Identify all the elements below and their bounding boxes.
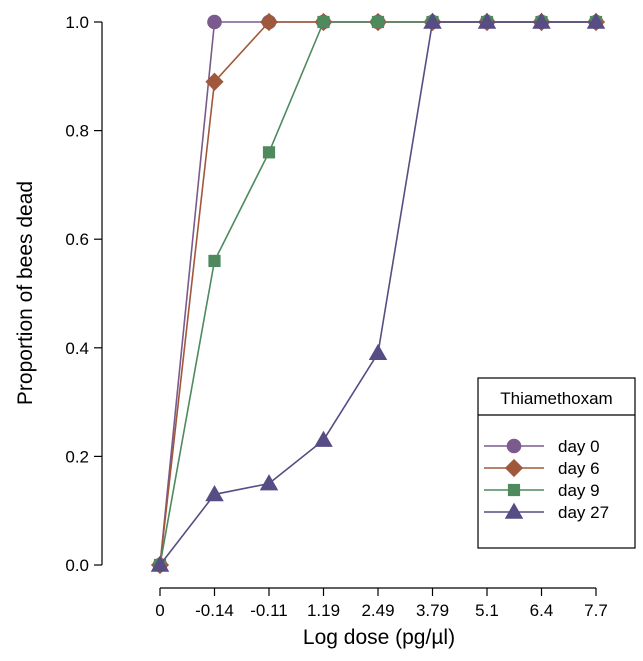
legend-title: Thiamethoxam	[500, 389, 612, 408]
x-axis-label: Log dose (pg/µl)	[303, 626, 455, 649]
legend-marker-day-9	[507, 483, 521, 497]
x-tick-label: -0.11	[250, 601, 288, 620]
legend-label-day-9: day 9	[558, 481, 600, 500]
legend-label-day-27: day 27	[558, 503, 609, 522]
x-tick-label: -0.14	[195, 601, 234, 620]
y-tick-label: 0.0	[65, 556, 89, 575]
series-layer	[150, 12, 606, 575]
y-tick-label: 0.2	[65, 447, 89, 466]
data-point-day-27	[205, 485, 224, 502]
x-tick-label: 6.4	[530, 601, 554, 620]
x-tick-label: 1.19	[307, 601, 340, 620]
legend-marker-day-6	[504, 458, 524, 478]
x-tick-label: 7.7	[584, 601, 608, 620]
x-tick-label: 2.49	[361, 601, 394, 620]
data-point-day-6	[205, 72, 224, 91]
data-point-day-27	[368, 343, 388, 361]
x-tick-label: 3.79	[416, 601, 449, 620]
data-point-day-6	[259, 12, 279, 32]
data-point-day-0	[207, 14, 222, 30]
data-point-day-27	[259, 474, 279, 491]
legend-label-day-0: day 0	[558, 437, 600, 456]
series-day-27	[150, 12, 606, 572]
legend-box	[477, 377, 636, 549]
legend-marker-day-27	[504, 502, 524, 519]
y-tick-label: 0.4	[65, 339, 89, 358]
y-axis-label: Proportion of bees dead	[14, 181, 37, 405]
y-tick-label: 1.0	[65, 13, 89, 32]
y-tick-label: 0.8	[65, 122, 89, 141]
legend-marker-day-0	[506, 438, 522, 454]
x-tick-label: 0	[155, 601, 164, 620]
data-point-day-27	[150, 555, 170, 572]
data-point-day-27	[423, 12, 442, 29]
legend-label-day-6: day 6	[558, 459, 600, 478]
data-point-day-27	[477, 12, 497, 29]
data-point-day-9	[208, 254, 221, 268]
y-tick-label: 0.6	[65, 230, 89, 249]
data-point-day-27	[314, 430, 333, 447]
axes: 0.0 0.2 0.4 0.6 0.8 1.0 0 -0.14 -0.11 1.19 2.49 3.7…	[65, 13, 607, 620]
data-point-day-9	[371, 15, 385, 29]
x-tick-label: 5.1	[475, 601, 499, 620]
data-point-day-27	[586, 12, 606, 29]
data-point-day-9	[317, 15, 330, 29]
data-point-day-27	[532, 12, 551, 29]
data-point-day-9	[262, 146, 276, 159]
legend: Thiamethoxam day 0 day 6 day 9 day 27	[477, 377, 636, 549]
